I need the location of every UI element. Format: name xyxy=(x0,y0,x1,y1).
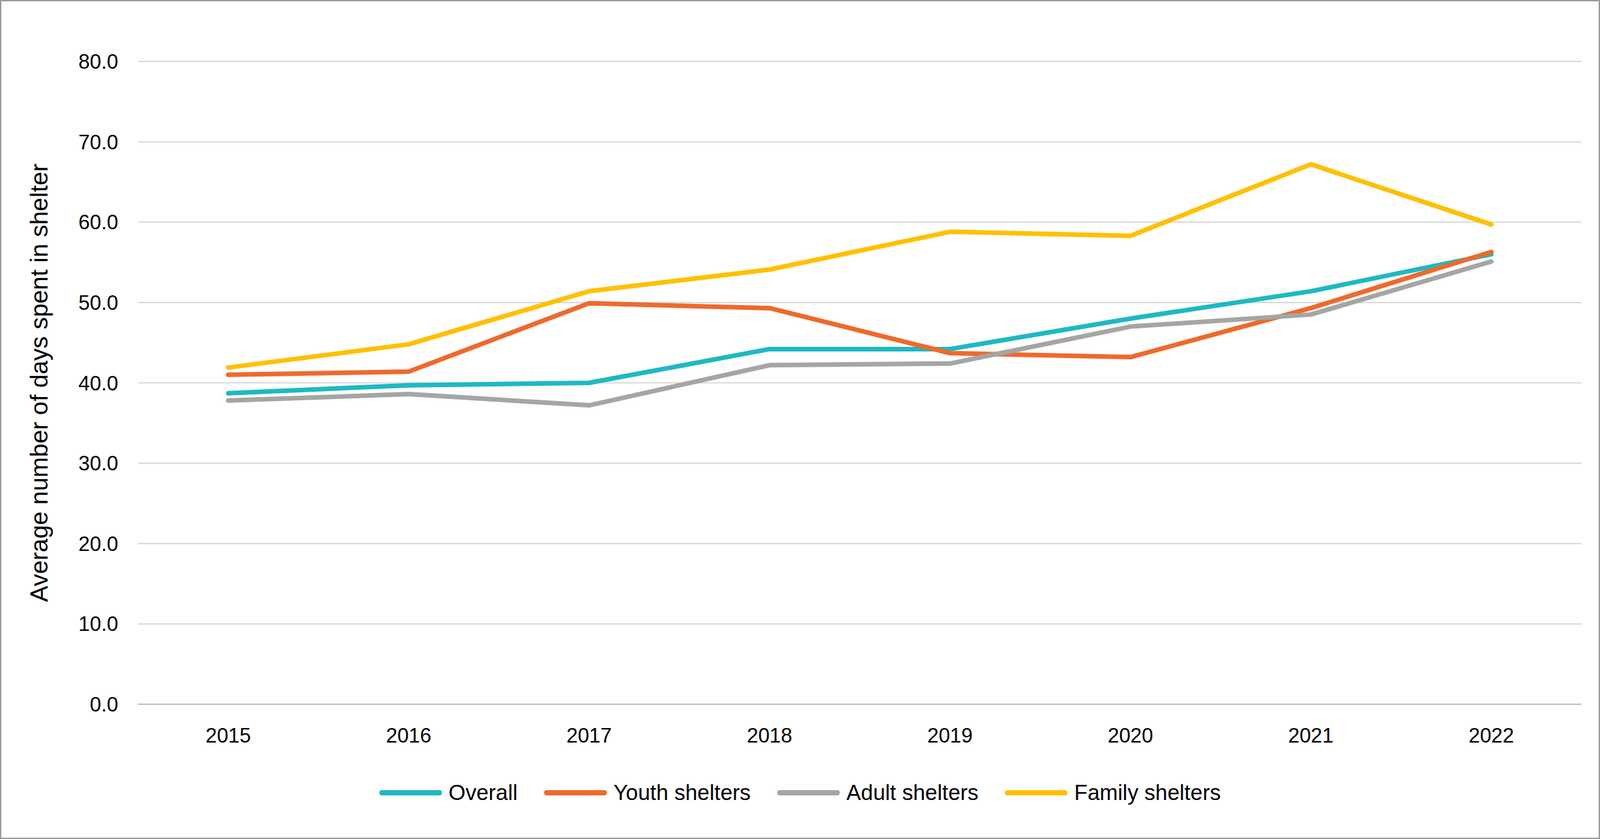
series-line xyxy=(228,261,1492,406)
x-tick-label: 2019 xyxy=(927,723,973,747)
grid-line xyxy=(138,703,1582,705)
x-tick-label: 2017 xyxy=(566,723,613,747)
legend: Overall Youth shelters Adult shelters Famil… xyxy=(381,779,1221,805)
grid-line xyxy=(138,141,1582,143)
grid-line xyxy=(138,221,1582,223)
grid-line xyxy=(138,60,1582,63)
y-axis-extent xyxy=(138,61,139,704)
y-axis-title: Average number of days spent in shelter xyxy=(25,163,53,603)
x-tick-label: 2016 xyxy=(385,723,432,747)
grid-line xyxy=(138,301,1582,304)
x-tick-label: 2018 xyxy=(746,723,793,747)
chart-frame xyxy=(0,0,1600,838)
grid-line xyxy=(138,462,1582,464)
grid-line xyxy=(138,382,1582,384)
legend-swatch xyxy=(779,789,838,796)
series-line xyxy=(228,164,1492,368)
legend-swatch xyxy=(381,789,440,796)
y-tick-label: 30.0 xyxy=(78,451,119,475)
legend-label: Adult shelters xyxy=(846,779,979,805)
y-tick-label: 80.0 xyxy=(78,50,119,74)
y-tick-label: 40.0 xyxy=(78,371,119,395)
x-tick-label: 2020 xyxy=(1107,723,1153,747)
chart: 0.0 10.0 20.0 30.0 40.0 50.0 60.0 70.0 80.0 2015 2… xyxy=(0,0,1600,839)
legend-swatch xyxy=(1007,789,1066,796)
legend-swatch xyxy=(546,789,605,796)
x-axis-line xyxy=(138,703,1582,705)
legend-label: Overall xyxy=(448,779,518,805)
y-tick-label: 20.0 xyxy=(78,532,119,556)
grid-line xyxy=(138,622,1582,625)
legend-label: Youth shelters xyxy=(613,779,751,805)
y-tick-label: 60.0 xyxy=(78,210,119,234)
y-tick-label: 70.0 xyxy=(78,130,119,154)
x-tick-label: 2015 xyxy=(205,723,251,747)
plot-area xyxy=(228,164,1492,406)
grid-line xyxy=(138,542,1582,545)
x-tick-label: 2022 xyxy=(1468,723,1515,747)
y-tick-label: 50.0 xyxy=(78,291,119,315)
series-line xyxy=(228,254,1492,393)
y-tick-label: 0.0 xyxy=(89,692,119,716)
y-tick-label: 10.0 xyxy=(78,612,119,636)
x-tick-label: 2021 xyxy=(1288,723,1334,747)
legend-label: Family shelters xyxy=(1074,779,1221,805)
